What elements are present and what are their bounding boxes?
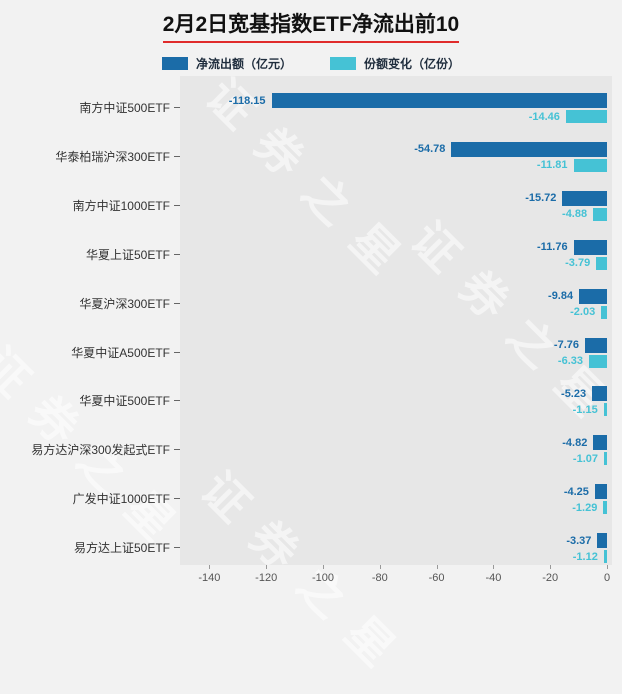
value-label-net-outflow: -3.37 <box>566 534 592 547</box>
chart-content: 2月2日宽基指数ETF净流出前10 净流出额（亿元） 份额变化（亿份） 南方中证… <box>0 8 622 584</box>
y-axis-tick <box>174 498 180 500</box>
legend-swatch-share-change <box>330 57 356 70</box>
legend-label-net-outflow: 净流出额（亿元） <box>195 57 292 71</box>
bar-net-outflow <box>592 386 607 402</box>
legend-item-net-outflow: 净流出额（亿元） <box>161 55 292 72</box>
bar-share-change <box>589 354 607 368</box>
value-label-net-outflow: -54.78 <box>414 143 446 156</box>
value-label-net-outflow: -118.15 <box>228 94 266 107</box>
bar-net-outflow <box>579 288 607 304</box>
value-label-share-change: -2.03 <box>570 306 596 319</box>
x-axis-tick <box>323 565 324 569</box>
value-label-share-change: -14.46 <box>528 110 560 123</box>
value-label-share-change: -1.29 <box>572 501 598 514</box>
x-axis-tick <box>436 565 438 569</box>
x-axis-tick <box>607 565 608 569</box>
category-label: 易方达沪深300发起式ETF <box>31 443 170 458</box>
bar-net-outflow <box>593 435 607 451</box>
x-axis-label: -20 <box>542 572 559 584</box>
value-label-net-outflow: -11.76 <box>537 241 568 254</box>
y-axis-tick <box>174 253 180 255</box>
value-label-share-change: -1.07 <box>572 452 598 465</box>
y-axis-tick <box>174 400 180 402</box>
legend-label-share-change: 份额变化（亿份） <box>364 57 461 71</box>
value-label-share-change: -4.88 <box>562 208 588 221</box>
category-label: 南方中证1000ETF <box>72 198 170 213</box>
legend: 净流出额（亿元） 份额变化（亿份） <box>0 55 622 72</box>
y-axis-tick <box>174 155 180 157</box>
category-label: 华夏中证A500ETF <box>71 345 170 360</box>
bar-share-change <box>565 110 607 123</box>
value-label-net-outflow: -5.23 <box>561 387 587 400</box>
category-label: 华夏中证500ETF <box>79 394 170 409</box>
legend-swatch-net-outflow <box>161 57 188 70</box>
bar-share-change <box>593 207 607 221</box>
bar-net-outflow <box>585 337 607 353</box>
y-axis-tick <box>174 302 180 304</box>
y-axis-tick <box>174 351 180 353</box>
x-axis-tick <box>493 565 495 569</box>
bar-net-outflow <box>451 141 607 157</box>
x-axis-label: -100 <box>311 572 335 584</box>
bar-share-change <box>573 158 607 172</box>
value-label-net-outflow: -4.25 <box>563 485 589 498</box>
value-label-share-change: -11.81 <box>536 159 568 172</box>
category-label: 易方达上证50ETF <box>73 541 170 556</box>
value-label-share-change: -1.12 <box>572 550 598 563</box>
x-axis-tick <box>209 565 211 569</box>
x-axis-label: -40 <box>485 572 502 584</box>
y-axis-tick <box>174 449 180 451</box>
plot-area <box>180 76 612 565</box>
value-label-share-change: -3.79 <box>565 257 591 270</box>
value-label-share-change: -1.15 <box>572 403 598 416</box>
title-row: 2月2日宽基指数ETF净流出前10 <box>0 8 622 43</box>
bar-net-outflow <box>271 93 607 108</box>
bar-share-change <box>603 501 607 515</box>
category-label: 华夏上证50ETF <box>85 247 170 262</box>
bar-net-outflow <box>562 190 607 206</box>
value-label-share-change: -6.33 <box>557 355 583 367</box>
etf-outflow-chart-page: { "title": "2月2日宽基指数ETF净流出前10", "waterma… <box>0 8 622 584</box>
bar-share-change <box>604 452 607 466</box>
x-axis-tick <box>266 565 268 569</box>
bar-net-outflow <box>597 533 607 549</box>
bar-share-change <box>601 305 607 319</box>
x-axis-label: 0 <box>603 572 611 584</box>
legend-item-share-change: 份额变化（亿份） <box>330 55 460 72</box>
value-label-net-outflow: -4.82 <box>562 436 588 449</box>
category-label: 广发中证1000ETF <box>72 492 170 507</box>
value-label-net-outflow: -7.76 <box>553 339 579 351</box>
x-axis-label: -140 <box>198 572 221 584</box>
category-label: 华夏沪深300ETF <box>79 296 170 311</box>
bar-net-outflow <box>594 484 607 500</box>
y-axis-tick <box>174 547 180 549</box>
value-label-net-outflow: -9.84 <box>548 290 574 303</box>
x-axis-label: -80 <box>371 572 388 584</box>
category-label: 华泰柏瑞沪深300ETF <box>55 149 170 164</box>
category-label: 南方中证500ETF <box>79 101 170 115</box>
chart-title: 2月2日宽基指数ETF净流出前10 <box>162 8 460 43</box>
x-axis-tick <box>379 565 381 569</box>
x-axis-label: -60 <box>428 572 445 584</box>
value-label-net-outflow: -15.72 <box>525 192 557 205</box>
y-axis-tick <box>174 107 180 108</box>
bar-net-outflow <box>573 239 607 255</box>
y-axis-tick <box>174 204 180 206</box>
x-axis-tick <box>550 565 552 569</box>
x-axis-label: -120 <box>255 572 278 584</box>
bar-share-change <box>603 550 607 564</box>
bar-share-change <box>596 256 607 270</box>
bar-share-change <box>603 403 607 417</box>
